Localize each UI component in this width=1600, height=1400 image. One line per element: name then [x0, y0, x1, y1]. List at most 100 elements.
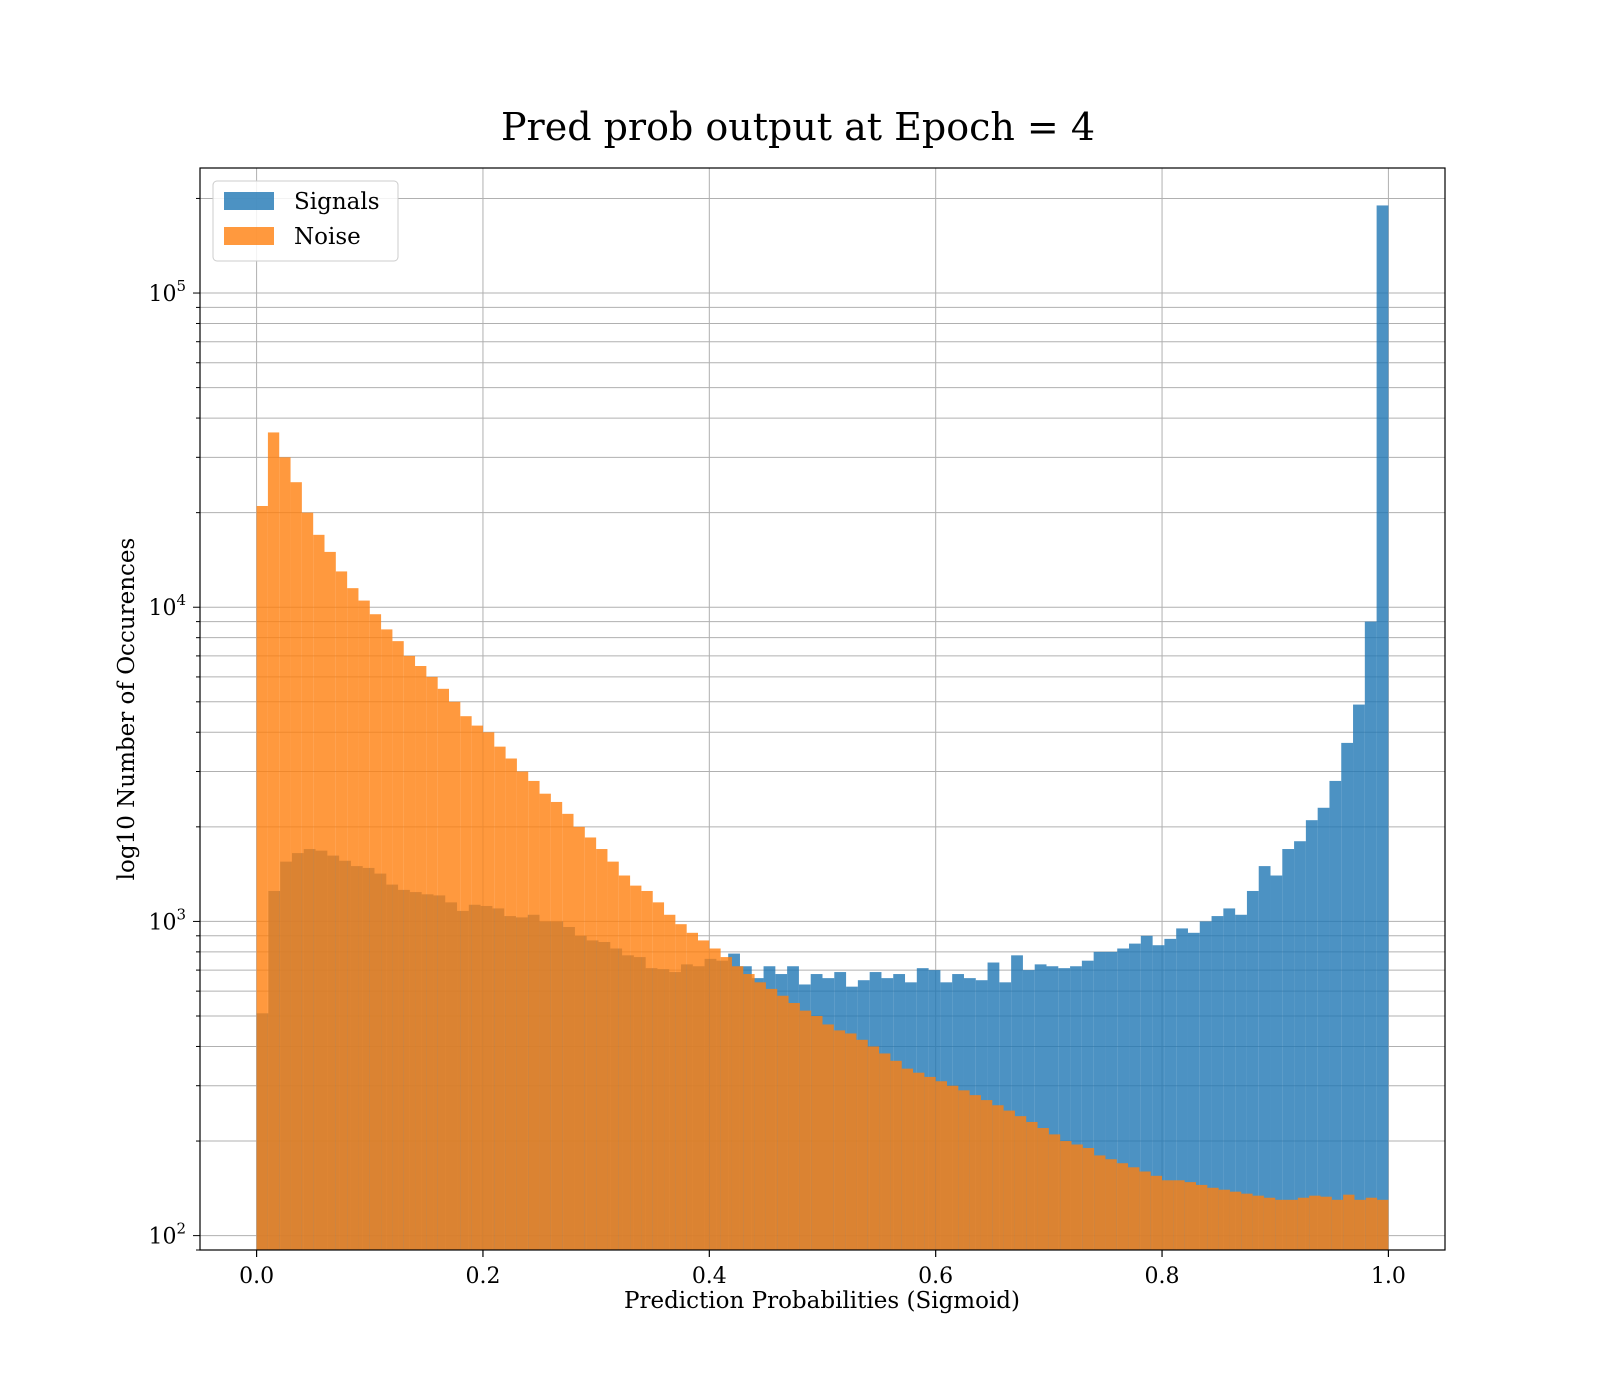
bar-noise — [584, 837, 597, 1250]
bar-noise — [482, 732, 495, 1250]
bar-noise — [765, 988, 778, 1250]
bar-signals — [1187, 932, 1200, 1250]
bar-signals — [1235, 914, 1247, 1250]
bar-noise — [675, 924, 687, 1250]
bar-signals — [1282, 849, 1295, 1250]
bar-noise — [958, 1090, 970, 1250]
bar-noise — [460, 716, 472, 1250]
bar-noise — [698, 940, 710, 1250]
bar-noise — [1331, 1199, 1344, 1250]
bar-signals — [1376, 205, 1389, 1251]
bar-signals — [1270, 875, 1283, 1250]
x-tick-label: 0.6 — [918, 1264, 953, 1289]
bar-noise — [1377, 1199, 1389, 1250]
bar-noise — [1162, 1180, 1174, 1250]
bar-noise — [607, 861, 619, 1250]
bar-noise — [437, 688, 449, 1250]
legend-label-noise: Noise — [294, 224, 361, 250]
bar-signals — [1341, 742, 1354, 1250]
bar-noise — [449, 701, 461, 1250]
bar-noise — [867, 1046, 880, 1250]
series-noise-bars — [256, 432, 1389, 1251]
bar-noise — [1003, 1110, 1015, 1250]
bar-noise — [720, 957, 732, 1250]
bar-noise — [777, 995, 789, 1250]
bar-signals — [1199, 921, 1212, 1250]
bar-signals — [1022, 970, 1035, 1250]
bar-noise — [562, 813, 574, 1250]
bar-signals — [1058, 968, 1071, 1250]
bar-signals — [1011, 955, 1023, 1250]
bar-signals — [1081, 960, 1094, 1250]
x-tick-label: 0.0 — [239, 1264, 274, 1289]
bar-noise — [1354, 1199, 1366, 1250]
bar-signals — [1258, 866, 1271, 1250]
bar-noise — [516, 771, 529, 1250]
bar-noise — [290, 482, 302, 1251]
bar-noise — [743, 974, 755, 1250]
x-tick-label: 0.2 — [465, 1264, 500, 1289]
bar-noise — [528, 780, 540, 1250]
bar-noise — [686, 932, 698, 1250]
bar-noise — [1320, 1196, 1332, 1250]
bar-noise — [618, 875, 631, 1250]
bar-noise — [403, 655, 416, 1250]
x-tick-label: 0.8 — [1145, 1264, 1180, 1289]
bar-noise — [313, 534, 325, 1250]
bar-noise — [301, 512, 314, 1250]
bar-noise — [799, 1010, 812, 1250]
bar-signals — [1093, 951, 1106, 1250]
bar-noise — [596, 849, 608, 1250]
bar-signals — [1211, 916, 1224, 1250]
bar-noise — [1196, 1184, 1208, 1250]
bar-noise — [335, 571, 348, 1250]
bar-noise — [539, 793, 551, 1250]
bar-signals — [1070, 966, 1082, 1250]
y-tick-label: 105 — [148, 277, 186, 307]
x-tick-label: 1.0 — [1371, 1264, 1406, 1289]
bar-noise — [1082, 1148, 1095, 1250]
bar-noise — [1343, 1194, 1355, 1250]
bar-noise — [1184, 1182, 1196, 1250]
bar-noise — [471, 725, 483, 1250]
bar-noise — [369, 614, 382, 1250]
bar-noise — [913, 1072, 925, 1250]
bar-noise — [652, 902, 665, 1250]
bar-signals — [1294, 841, 1306, 1250]
bar-noise — [1297, 1197, 1310, 1250]
bar-noise — [992, 1105, 1004, 1250]
bar-noise — [890, 1060, 902, 1250]
bar-noise — [415, 666, 427, 1250]
bar-noise — [1229, 1191, 1242, 1250]
bar-noise — [1286, 1199, 1298, 1250]
bar-noise — [664, 914, 676, 1250]
bar-noise — [845, 1033, 857, 1250]
bar-noise — [1128, 1167, 1140, 1250]
bar-noise — [1139, 1171, 1151, 1250]
bar-noise — [901, 1068, 914, 1250]
bar-noise — [1037, 1128, 1049, 1250]
bar-noise — [788, 1003, 800, 1250]
bar-noise — [879, 1053, 891, 1250]
bar-noise — [856, 1039, 868, 1250]
bar-noise — [1048, 1134, 1061, 1250]
y-axis-label: log10 Number of Occurences — [114, 538, 140, 881]
bar-signals — [1034, 964, 1047, 1250]
bar-noise — [1309, 1195, 1321, 1250]
legend-label-signals: Signals — [294, 189, 380, 215]
bar-noise — [426, 676, 438, 1250]
bar-noise — [1105, 1159, 1117, 1250]
bar-noise — [1014, 1116, 1027, 1250]
bar-signals — [1105, 951, 1118, 1250]
bar-noise — [358, 600, 370, 1250]
bar-noise — [1116, 1163, 1129, 1250]
bar-noise — [980, 1100, 993, 1250]
bar-noise — [1150, 1175, 1163, 1250]
bar-noise — [494, 746, 506, 1250]
y-tick-label: 102 — [148, 1220, 186, 1250]
bar-noise — [550, 801, 563, 1250]
bar-noise — [256, 505, 268, 1250]
plot-frame — [199, 167, 1446, 1251]
bar-noise — [731, 966, 744, 1250]
